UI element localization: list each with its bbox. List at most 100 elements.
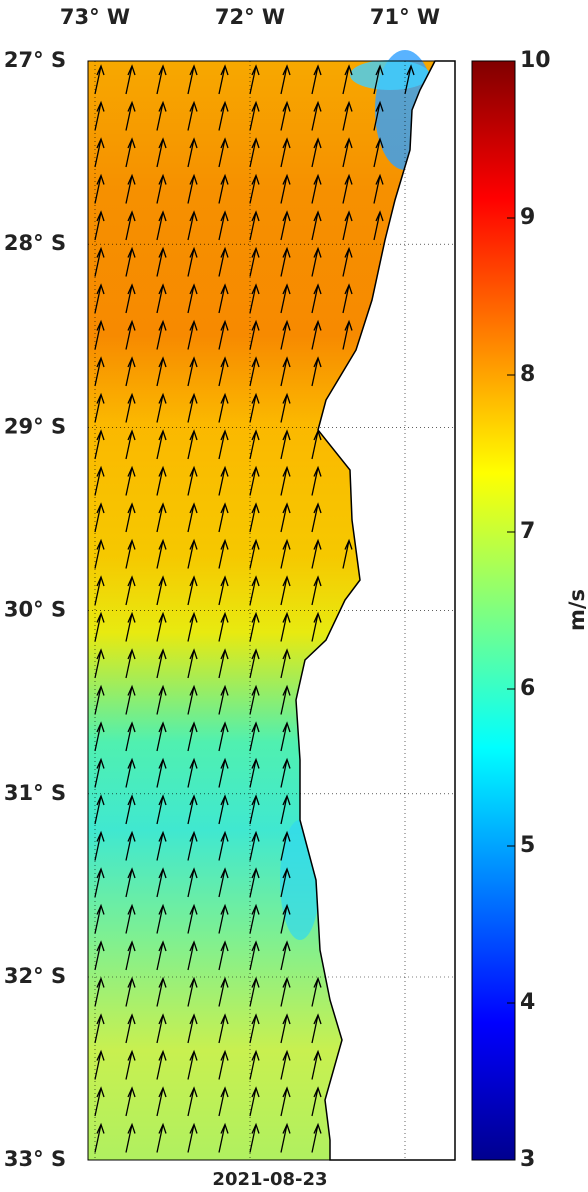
wind-arrow	[218, 684, 229, 715]
wind-arrow	[94, 1122, 105, 1153]
wind-arrow	[156, 502, 167, 533]
wind-arrow	[187, 100, 198, 131]
wind-arrow	[125, 721, 136, 752]
wind-arrow	[125, 392, 136, 423]
wind-arrow	[156, 1049, 167, 1080]
wind-arrow	[156, 575, 167, 606]
wind-arrow	[249, 210, 260, 241]
wind-arrow	[156, 356, 167, 387]
wind-arrow	[280, 976, 291, 1007]
wind-arrow	[311, 283, 322, 314]
date: 2021-08-23	[212, 1169, 327, 1188]
wind-arrow	[218, 830, 229, 861]
wind-arrow	[94, 684, 105, 715]
colorbar-tick-label: 5	[520, 833, 535, 858]
wind-arrow	[249, 684, 260, 715]
wind-arrow	[125, 940, 136, 971]
colorbar-tick-label: 8	[520, 362, 535, 387]
wind-arrow	[280, 1013, 291, 1044]
wind-arrow	[280, 356, 291, 387]
wind-arrow	[218, 648, 229, 679]
wind-arrow	[187, 502, 198, 533]
wind-arrow	[156, 1013, 167, 1044]
wind-arrow	[218, 173, 229, 204]
wind-arrow	[156, 611, 167, 642]
wind-arrow	[249, 940, 260, 971]
wind-arrow	[249, 173, 260, 204]
wind-arrow	[249, 1013, 260, 1044]
wind-arrow	[218, 465, 229, 496]
wind-arrow	[218, 210, 229, 241]
wind-arrow	[187, 173, 198, 204]
wind-arrow	[249, 830, 260, 861]
wind-arrow	[187, 1013, 198, 1044]
colorbar-tick-label: 10	[520, 48, 551, 73]
wind-arrow	[125, 1086, 136, 1117]
wind-arrow	[280, 830, 291, 861]
wind-arrow	[187, 246, 198, 277]
wind-arrow	[311, 356, 322, 387]
wind-arrow	[249, 1122, 260, 1153]
wind-arrow	[187, 210, 198, 241]
wind-arrow	[94, 1086, 105, 1117]
wind-arrow	[373, 100, 384, 131]
wind-arrow	[342, 137, 353, 168]
wind-arrow	[218, 940, 229, 971]
wind-arrow	[187, 1122, 198, 1153]
wind-arrow	[311, 1086, 322, 1117]
wind-arrow	[311, 319, 322, 350]
wind-arrow	[280, 940, 291, 971]
wind-arrow	[249, 1086, 260, 1117]
wind-arrow	[187, 903, 198, 934]
wind-arrow	[187, 392, 198, 423]
wind-arrow	[249, 283, 260, 314]
wind-arrow	[125, 794, 136, 825]
map-frame	[87, 60, 456, 1161]
colorbar-tick-label: 7	[520, 519, 535, 544]
wind-arrow	[125, 356, 136, 387]
wind-arrow	[218, 611, 229, 642]
wind-arrow	[156, 794, 167, 825]
wind-arrow	[156, 684, 167, 715]
wind-arrow	[249, 392, 260, 423]
lon-tick-label: 71° W	[370, 5, 440, 29]
wind-arrow	[342, 246, 353, 277]
wind-arrow	[125, 429, 136, 460]
colorbar-tick-label: 9	[520, 205, 535, 230]
wind-arrow	[94, 721, 105, 752]
wind-arrow	[125, 684, 136, 715]
wind-arrow	[311, 64, 322, 95]
wind-arrow	[94, 356, 105, 387]
wind-arrow	[249, 794, 260, 825]
wind-arrow	[249, 721, 260, 752]
wind-arrow	[125, 976, 136, 1007]
wind-arrow	[94, 611, 105, 642]
wind-arrow	[218, 867, 229, 898]
wind-arrow	[156, 137, 167, 168]
wind-arrow	[156, 210, 167, 241]
wind-arrow	[156, 429, 167, 460]
wind-arrow	[280, 283, 291, 314]
colorbar-tick-label: 4	[520, 990, 535, 1015]
wind-arrow	[156, 867, 167, 898]
wind-arrow	[218, 794, 229, 825]
wind-arrow	[373, 64, 384, 95]
lat-tick-label: 29° S	[4, 414, 66, 438]
wind-arrow	[94, 867, 105, 898]
wind-arrow	[280, 100, 291, 131]
wind-arrow	[280, 64, 291, 95]
wind-arrow	[311, 246, 322, 277]
wind-arrow	[125, 137, 136, 168]
wind-arrow	[342, 210, 353, 241]
wind-arrow	[187, 283, 198, 314]
wind-arrow	[280, 246, 291, 277]
wind-arrow	[125, 538, 136, 569]
wind-arrow	[156, 1122, 167, 1153]
low-wind-patch	[350, 60, 430, 90]
wind-arrow	[187, 1049, 198, 1080]
wind-arrow	[280, 502, 291, 533]
wind-arrow	[218, 137, 229, 168]
wind-arrow	[94, 173, 105, 204]
wind-arrow	[156, 830, 167, 861]
wind-arrow	[280, 757, 291, 788]
